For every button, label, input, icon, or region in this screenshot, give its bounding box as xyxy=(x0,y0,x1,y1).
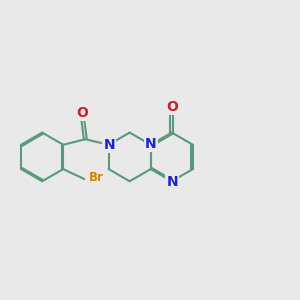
Text: N: N xyxy=(167,175,178,189)
Text: N: N xyxy=(145,136,157,151)
Text: O: O xyxy=(77,106,88,120)
Text: Br: Br xyxy=(89,171,104,184)
Text: O: O xyxy=(166,100,178,114)
Text: N: N xyxy=(103,138,115,152)
